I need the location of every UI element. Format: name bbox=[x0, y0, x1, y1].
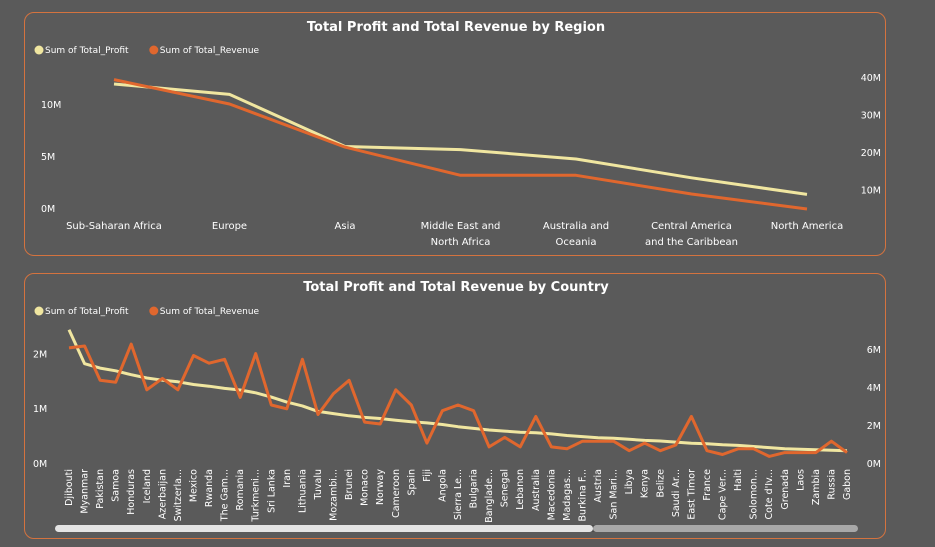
region-chart-panel: Total Profit and Total Revenue by Region… bbox=[24, 12, 886, 256]
category-label: Sierra Le... bbox=[453, 469, 464, 520]
category-label: Senegal bbox=[500, 469, 511, 507]
category-label: Tuvalu bbox=[313, 469, 324, 501]
category-label: Lithuania bbox=[297, 469, 308, 513]
category-label: North America bbox=[771, 221, 843, 232]
right-axis-tick: 4M bbox=[867, 383, 881, 394]
category-label: Switzerla... bbox=[173, 469, 184, 521]
category-label: Iran bbox=[282, 469, 293, 488]
category-label: Australia bbox=[531, 469, 542, 511]
category-label: Djibouti bbox=[64, 469, 75, 506]
legend-marker-profit bbox=[34, 45, 44, 55]
category-label: Fiji bbox=[422, 469, 433, 482]
category-label: Europe bbox=[212, 221, 247, 232]
right-axis-tick: 10M bbox=[861, 185, 881, 196]
category-label: Spain bbox=[406, 469, 417, 496]
category-label: Rwanda bbox=[204, 469, 215, 507]
horizontal-scrollbar[interactable] bbox=[55, 525, 858, 532]
category-label: Asia bbox=[335, 221, 356, 232]
legend-marker-revenue bbox=[149, 45, 159, 55]
category-label: Mexico bbox=[188, 469, 199, 502]
category-label: Honduras bbox=[126, 469, 137, 515]
left-axis-tick: 2M bbox=[33, 349, 47, 360]
category-label: Haiti bbox=[733, 469, 744, 491]
category-label: Gabon bbox=[842, 469, 853, 500]
category-label: Laos bbox=[795, 469, 806, 491]
series-line-revenue bbox=[113, 78, 808, 211]
category-label: Mozambi... bbox=[329, 469, 340, 521]
right-axis-tick: 30M bbox=[861, 110, 881, 121]
category-label: Australia and Oceania bbox=[543, 221, 609, 248]
left-axis-tick: 5M bbox=[41, 152, 55, 163]
category-label: Austria bbox=[593, 469, 604, 503]
right-axis-tick: 0M bbox=[867, 459, 881, 470]
category-label: Russia bbox=[826, 469, 837, 500]
right-axis-tick: 2M bbox=[867, 421, 881, 432]
category-label: Kenya bbox=[640, 469, 651, 498]
category-label: Angola bbox=[437, 469, 448, 502]
scrollbar-track-remainder[interactable] bbox=[593, 525, 858, 532]
right-axis-tick: 40M bbox=[861, 73, 881, 84]
category-label: The Gam... bbox=[220, 469, 231, 522]
country-chart: Total Profit and Total Revenue by Countr… bbox=[33, 280, 881, 523]
category-label: Sub-Saharan Africa bbox=[66, 221, 162, 232]
category-label: Cameroon bbox=[391, 469, 402, 518]
chart-title: Total Profit and Total Revenue by Countr… bbox=[303, 280, 609, 295]
region-chart: Total Profit and Total Revenue by Region… bbox=[34, 20, 881, 248]
category-label: Central America and the Caribbean bbox=[645, 221, 738, 248]
category-label: Azerbaijan bbox=[157, 469, 168, 519]
country-chart-panel: Total Profit and Total Revenue by Countr… bbox=[24, 273, 886, 539]
category-label: Bulgaria bbox=[469, 469, 480, 508]
category-label: Banglade... bbox=[484, 469, 495, 523]
legend-marker-profit bbox=[34, 306, 44, 316]
category-label: Brunei bbox=[344, 469, 355, 500]
legend-label-profit: Sum of Total_Profit bbox=[45, 46, 129, 56]
left-axis-tick: 10M bbox=[41, 100, 61, 111]
category-label: Pakistan bbox=[95, 469, 106, 509]
right-axis-tick: 20M bbox=[861, 148, 881, 159]
series-line-revenue bbox=[68, 342, 848, 458]
left-axis-tick: 0M bbox=[41, 204, 55, 215]
category-label: Norway bbox=[375, 469, 386, 505]
left-axis-tick: 0M bbox=[33, 459, 47, 470]
legend-marker-revenue bbox=[149, 306, 159, 316]
category-label: France bbox=[702, 469, 713, 501]
chart-title: Total Profit and Total Revenue by Region bbox=[307, 20, 605, 35]
category-label: Romania bbox=[235, 469, 246, 511]
category-label: Solomon... bbox=[749, 469, 760, 519]
category-label: East Timor bbox=[686, 469, 697, 520]
category-label: Zambia bbox=[811, 469, 822, 505]
category-label: Cape Ver... bbox=[718, 469, 729, 520]
category-label: Macedonia bbox=[546, 469, 557, 520]
left-axis-tick: 1M bbox=[33, 404, 47, 415]
category-label: Iceland bbox=[142, 469, 153, 503]
category-label: Cote d'Iv... bbox=[764, 469, 775, 519]
category-label: Saudi Ar... bbox=[671, 469, 682, 517]
category-label: Belize bbox=[655, 469, 666, 498]
scrollbar-thumb[interactable] bbox=[55, 525, 593, 532]
legend-label-revenue: Sum of Total_Revenue bbox=[160, 46, 260, 56]
legend-label-revenue: Sum of Total_Revenue bbox=[160, 307, 260, 317]
series-line-profit bbox=[67, 329, 848, 453]
legend-label-profit: Sum of Total_Profit bbox=[45, 307, 129, 317]
category-label: San Mari... bbox=[609, 469, 620, 520]
category-label: Madagas... bbox=[562, 469, 573, 521]
category-label: Samoa bbox=[111, 469, 122, 502]
category-label: Monaco bbox=[360, 469, 371, 506]
category-label: Grenada bbox=[780, 469, 791, 510]
category-label: Burkina F... bbox=[577, 469, 588, 521]
category-label: Sri Lanka bbox=[266, 469, 277, 513]
category-label: Middle East and North Africa bbox=[421, 221, 501, 248]
category-label: Turkmeni... bbox=[251, 469, 262, 523]
category-label: Lebanon bbox=[515, 469, 526, 510]
category-label: Libya bbox=[624, 469, 635, 494]
right-axis-tick: 6M bbox=[867, 345, 881, 356]
series-line-profit bbox=[113, 82, 808, 196]
category-label: Myanmar bbox=[80, 469, 91, 514]
